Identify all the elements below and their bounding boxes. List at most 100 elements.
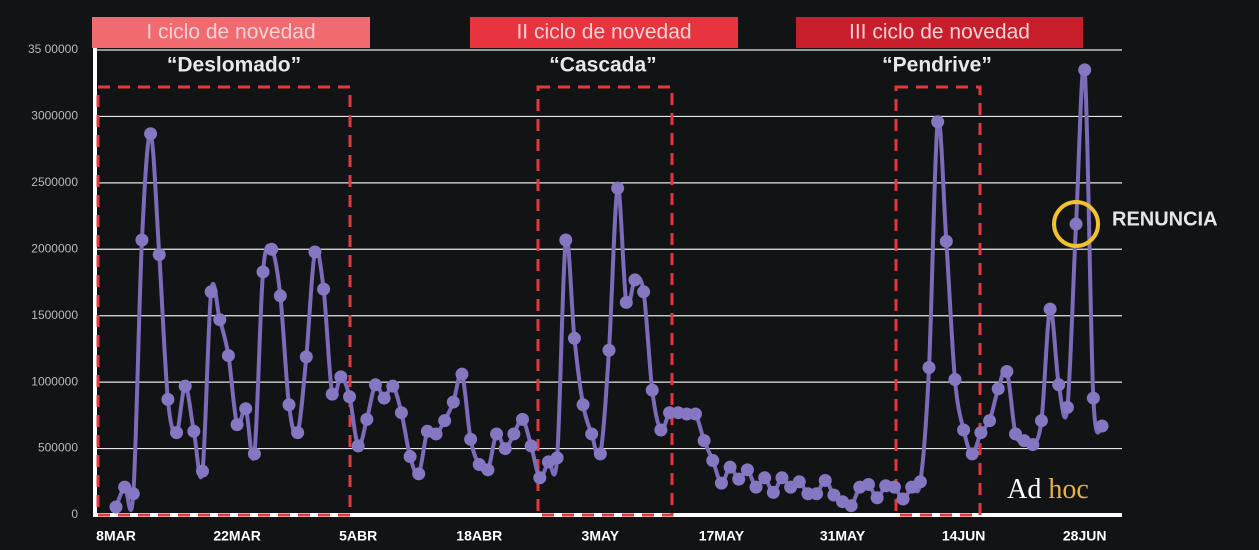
- data-point: [1078, 63, 1092, 77]
- data-point: [291, 426, 305, 440]
- data-point: [766, 485, 780, 499]
- data-point: [152, 248, 166, 262]
- data-point: [957, 423, 971, 437]
- highlight-ring: [1052, 200, 1101, 249]
- data-point: [455, 367, 469, 381]
- data-point: [732, 472, 746, 486]
- cycle-name: “Cascada”: [549, 54, 656, 77]
- data-point: [550, 451, 564, 465]
- y-tick-label: 3000000: [31, 109, 78, 123]
- x-tick-label: 14JUN: [942, 528, 986, 544]
- cycle-range: [894, 85, 982, 517]
- data-point: [1052, 378, 1066, 392]
- data-point: [135, 233, 149, 247]
- cycle-name: “Pendrive”: [882, 54, 992, 77]
- data-point: [256, 265, 270, 279]
- data-point: [775, 471, 789, 485]
- data-point: [516, 412, 530, 426]
- data-point: [931, 115, 945, 129]
- cycle-box: [92, 17, 370, 48]
- data-point: [213, 313, 227, 327]
- data-point: [983, 414, 997, 428]
- highlight-label: RENUNCIA: [1112, 208, 1218, 230]
- data-point: [706, 454, 720, 468]
- y-tick-label: 35 00000: [28, 42, 78, 56]
- logo-accent: hoc: [1048, 474, 1088, 505]
- data-point: [611, 181, 625, 195]
- x-tick-label: 28JUN: [1063, 528, 1107, 544]
- data-point: [792, 475, 806, 489]
- cycle-label: I ciclo de novedad: [146, 21, 315, 44]
- data-point: [265, 242, 279, 256]
- y-tick-label: 500000: [38, 441, 78, 455]
- data-point: [273, 289, 287, 303]
- data-point: [749, 480, 763, 494]
- data-point: [567, 331, 581, 345]
- data-point: [299, 350, 313, 364]
- data-point: [585, 427, 599, 441]
- data-point: [161, 392, 175, 406]
- data-point: [195, 464, 209, 478]
- data-point: [498, 442, 512, 456]
- data-point: [576, 398, 590, 412]
- data-point: [239, 402, 253, 416]
- data-point: [126, 487, 140, 501]
- cycle-label: II ciclo de novedad: [516, 21, 691, 44]
- cycle-box: [796, 17, 1083, 48]
- cycle-range: [96, 85, 352, 517]
- data-point: [187, 424, 201, 438]
- y-tick-label: 1500000: [31, 308, 78, 322]
- y-tick-label: 2000000: [31, 241, 78, 255]
- data-point: [1095, 419, 1109, 433]
- data-point: [247, 447, 261, 461]
- data-point: [654, 423, 668, 437]
- data-point: [317, 282, 331, 296]
- data-point: [282, 398, 296, 412]
- cycle-range: [536, 85, 674, 517]
- data-point: [896, 492, 910, 506]
- x-tick-label: 17MAY: [699, 528, 745, 544]
- logo: Ad hoc: [1007, 474, 1089, 505]
- data-point: [533, 471, 547, 485]
- x-tick-label: 5ABR: [339, 528, 377, 544]
- data-point: [343, 390, 357, 404]
- x-tick-label: 18ABR: [456, 528, 502, 544]
- data-point: [308, 245, 322, 259]
- data-point: [377, 391, 391, 405]
- x-tick-label: 31MAY: [820, 528, 866, 544]
- data-point: [178, 379, 192, 393]
- data-point: [464, 432, 478, 446]
- data-point: [637, 285, 651, 299]
- x-tick-label: 8MAR: [96, 528, 136, 544]
- data-point: [559, 233, 573, 247]
- data-point: [1034, 414, 1048, 428]
- data-point: [714, 476, 728, 490]
- data-point: [939, 234, 953, 248]
- data-point: [740, 463, 754, 477]
- data-point: [481, 463, 495, 477]
- data-point: [394, 406, 408, 420]
- data-point: [965, 447, 979, 461]
- data-point: [602, 343, 616, 357]
- data-point: [351, 439, 365, 453]
- data-point: [144, 127, 158, 141]
- data-point: [974, 426, 988, 440]
- data-point: [1086, 391, 1100, 405]
- data-point: [810, 487, 824, 501]
- data-point: [360, 412, 374, 426]
- data-point: [1000, 365, 1014, 379]
- data-point: [844, 499, 858, 513]
- data-point: [1026, 438, 1040, 452]
- data-point: [230, 418, 244, 432]
- data-point: [429, 427, 443, 441]
- data-point: [688, 407, 702, 421]
- data-point: [204, 285, 218, 299]
- logo-text: Ad: [1007, 474, 1041, 505]
- y-tick-label: 2500000: [31, 175, 78, 189]
- data-point: [1069, 217, 1083, 231]
- data-point: [723, 460, 737, 474]
- y-tick-label: 0: [71, 507, 78, 521]
- data-point: [490, 427, 504, 441]
